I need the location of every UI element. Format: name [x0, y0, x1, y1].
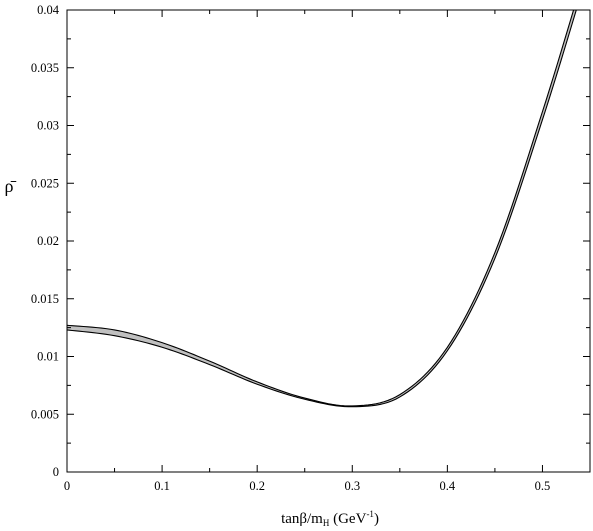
x-tick-label: 0.3	[344, 479, 360, 493]
x-axis-title-unit-close: )	[374, 511, 379, 527]
y-tick-label: 0.01	[37, 350, 59, 364]
y-tick-label: 0.03	[37, 119, 59, 133]
x-tick-label: 0.1	[154, 479, 170, 493]
x-axis-title-subscript: H	[323, 518, 330, 528]
y-tick-label: 0.02	[37, 234, 59, 248]
band-lower-edge	[67, 10, 577, 408]
y-axis-title: ρ̄	[5, 176, 17, 196]
x-axis-title-unit-open: (GeV	[329, 511, 366, 527]
plot-frame	[66, 9, 591, 473]
x-tick-label: 0	[64, 479, 70, 493]
x-axis-title-main: tanβ/m	[281, 511, 323, 527]
y-tick-label: 0.005	[31, 407, 59, 421]
y-tick-label: 0.015	[31, 292, 59, 306]
uncertainty-band	[67, 10, 577, 407]
x-tick-label: 0.5	[535, 479, 551, 493]
y-tick-label: 0	[53, 465, 59, 479]
y-tick-label: 0.025	[31, 176, 59, 190]
x-axis-title: tanβ/mH (GeV-1)	[281, 509, 379, 528]
y-tick-label: 0.04	[37, 3, 60, 17]
x-tick-label: 0.2	[249, 479, 265, 493]
x-axis-title-superscript: -1	[366, 509, 374, 519]
y-tick-label: 0.035	[31, 61, 59, 75]
x-tick-label: 0.4	[440, 479, 456, 493]
band-upper-edge	[67, 10, 575, 407]
